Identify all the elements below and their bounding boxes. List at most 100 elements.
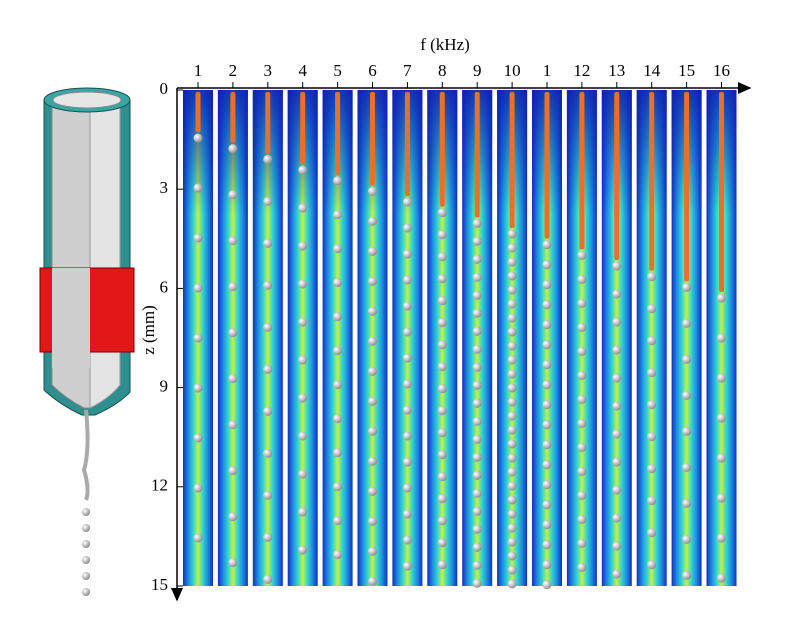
nozzle [39, 87, 135, 596]
droplet [577, 418, 587, 428]
droplet [333, 210, 343, 220]
droplet [507, 425, 517, 435]
droplet [507, 509, 517, 519]
droplet [577, 322, 587, 332]
droplet [647, 432, 657, 442]
droplet [612, 345, 622, 355]
droplet [263, 196, 273, 206]
droplet [368, 396, 377, 406]
droplet [193, 183, 203, 193]
droplet [437, 252, 447, 262]
droplet [542, 340, 552, 350]
droplet [647, 496, 657, 506]
droplet [228, 466, 238, 476]
x-tick-label: 4 [298, 61, 307, 80]
droplet [298, 355, 308, 365]
droplet [612, 457, 622, 467]
droplet [542, 500, 552, 510]
droplet [682, 534, 692, 544]
droplet [507, 285, 517, 295]
droplet [368, 576, 377, 586]
droplet [647, 368, 657, 378]
droplet [228, 420, 238, 430]
droplet [333, 278, 343, 288]
droplet [263, 238, 273, 248]
droplet [542, 360, 552, 370]
droplet [717, 333, 726, 343]
droplet [368, 336, 377, 346]
droplet [228, 328, 238, 338]
droplet [647, 304, 657, 314]
droplet [228, 558, 238, 568]
droplet [717, 533, 726, 543]
x-tick-label: 14 [643, 61, 661, 80]
x-tick-label: 9 [473, 61, 482, 80]
jet [544, 92, 550, 239]
y-tick-label: 12 [151, 476, 168, 495]
droplet [402, 301, 412, 311]
droplet [437, 472, 447, 482]
droplet [542, 440, 552, 450]
droplet [612, 541, 622, 551]
jet [404, 92, 410, 196]
x-tick-label: 1 [543, 61, 552, 80]
droplet [333, 176, 343, 186]
droplet [577, 514, 587, 524]
droplet [437, 538, 447, 548]
droplet [612, 429, 622, 439]
droplet [577, 298, 587, 308]
droplet [542, 580, 552, 590]
droplet [507, 495, 517, 505]
droplet [717, 293, 726, 303]
droplet [402, 327, 412, 337]
jet [474, 92, 480, 218]
droplet [507, 467, 517, 477]
droplet [402, 535, 412, 545]
droplet [333, 380, 343, 390]
droplet [402, 509, 412, 519]
droplet [507, 481, 517, 491]
droplet [577, 394, 587, 404]
droplet [472, 272, 482, 282]
droplet [298, 431, 308, 441]
droplet [542, 420, 552, 430]
droplet [472, 380, 482, 390]
x-tick-label: 2 [229, 61, 238, 80]
droplet [193, 283, 203, 293]
droplet [437, 274, 447, 284]
droplet [472, 326, 482, 336]
droplet [647, 528, 657, 538]
droplet [263, 364, 273, 374]
droplet [298, 241, 308, 251]
droplet [263, 574, 273, 584]
x-tick-label: 13 [608, 61, 625, 80]
droplet [577, 490, 587, 500]
droplet [472, 434, 482, 444]
droplet [717, 413, 726, 423]
droplet [507, 383, 517, 393]
droplet [263, 490, 273, 500]
droplet [437, 450, 447, 460]
droplet [263, 448, 273, 458]
droplet [577, 250, 587, 260]
x-tick-label: 6 [368, 61, 377, 80]
droplet [472, 560, 482, 570]
jet [230, 92, 236, 143]
droplet [577, 274, 587, 284]
droplet [612, 373, 622, 383]
droplet [542, 520, 552, 530]
droplet [228, 512, 238, 522]
droplet [542, 560, 552, 570]
droplet [507, 229, 517, 239]
droplet [507, 327, 517, 337]
droplet [298, 203, 308, 213]
droplet [228, 190, 238, 200]
jet [195, 92, 201, 132]
droplet [542, 280, 552, 290]
x-tick-label: 12 [573, 61, 590, 80]
droplet [368, 366, 377, 376]
droplet [647, 464, 657, 474]
droplet [402, 457, 412, 467]
droplet [507, 453, 517, 463]
droplet [507, 565, 517, 575]
